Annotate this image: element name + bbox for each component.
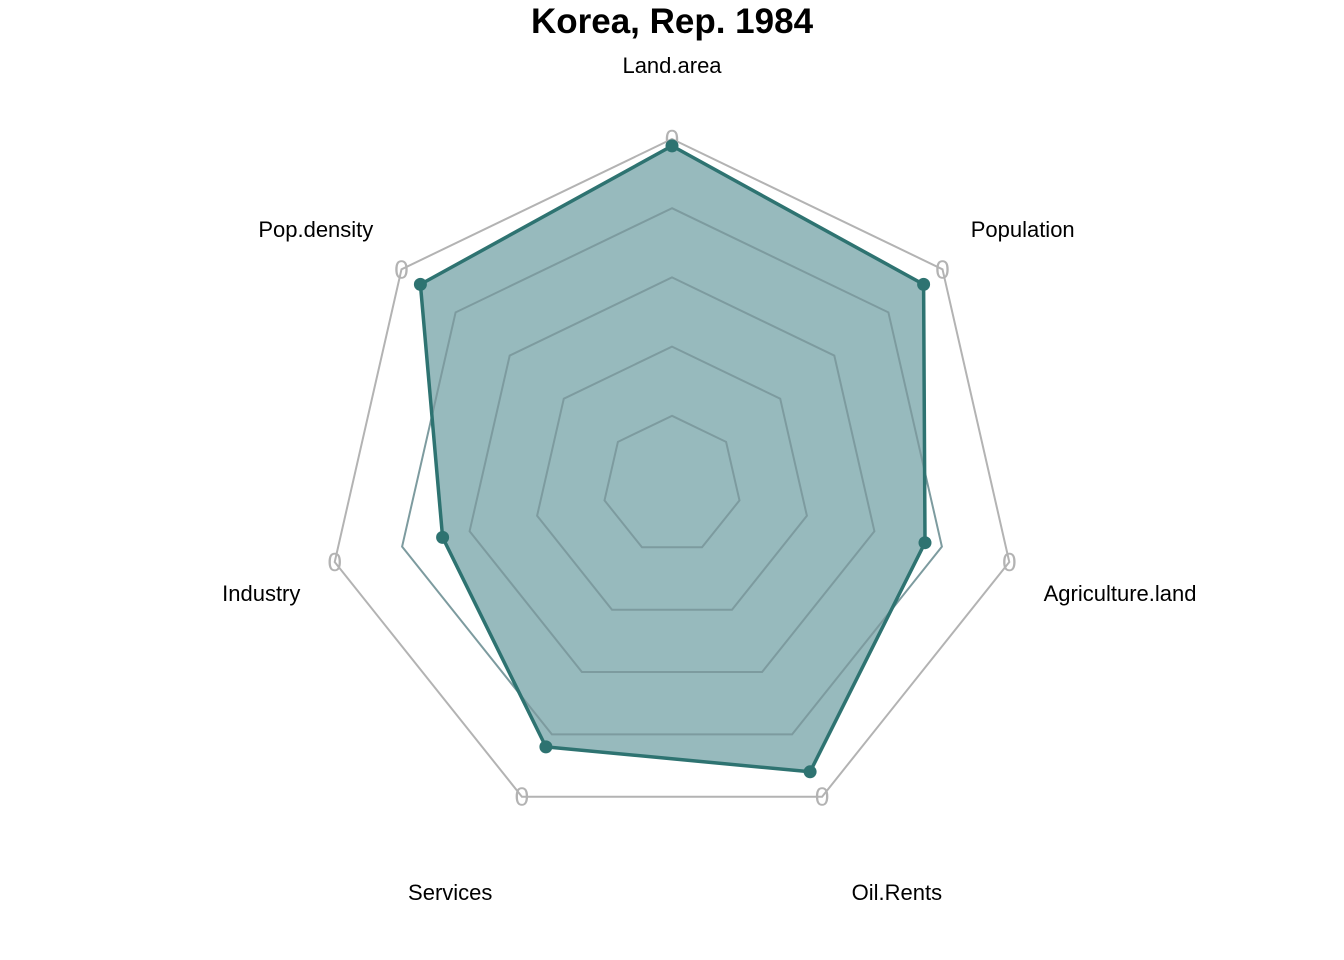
data-point-pop-density — [413, 277, 427, 291]
data-point-oil-rents — [803, 765, 817, 779]
data-point-services — [539, 740, 553, 754]
axis-label-land-area: Land.area — [622, 53, 722, 78]
axis-label-pop-density: Pop.density — [258, 217, 373, 242]
axis-tick-label: 0 — [394, 254, 408, 284]
data-point-land-area — [665, 139, 679, 153]
axis-label-oil-rents: Oil.Rents — [852, 880, 942, 905]
axis-label-agriculture-land: Agriculture.land — [1044, 581, 1197, 606]
axis-label-population: Population — [971, 217, 1075, 242]
axis-tick-label: 0 — [1002, 547, 1016, 577]
axis-tick-label: 0 — [515, 782, 529, 812]
series-line — [418, 144, 927, 774]
point-layer — [413, 139, 932, 779]
axis-label-industry: Industry — [222, 581, 300, 606]
axis-tick-label: 0 — [327, 547, 341, 577]
grid-ring — [603, 414, 741, 549]
axis-label-services: Services — [408, 880, 492, 905]
chart-title: Korea, Rep. 1984 — [531, 2, 814, 41]
series-area — [420, 145, 925, 772]
outer-ring-polygon — [333, 137, 1011, 798]
series-layer — [420, 145, 925, 772]
outer-ring — [333, 137, 1011, 798]
grid-ring — [468, 276, 876, 673]
grid-layer — [401, 144, 943, 774]
data-point-industry — [436, 530, 450, 544]
grid-ring — [401, 207, 943, 736]
data-point-agriculture-land — [918, 536, 932, 550]
axis-tick-label: 0 — [815, 782, 829, 812]
data-point-population — [917, 277, 931, 291]
axis-tick-label: 0 — [935, 254, 949, 284]
axis-label-layer: Land.area Population Agriculture.land Oil.R… — [222, 53, 1196, 905]
grid-ring — [536, 345, 808, 611]
